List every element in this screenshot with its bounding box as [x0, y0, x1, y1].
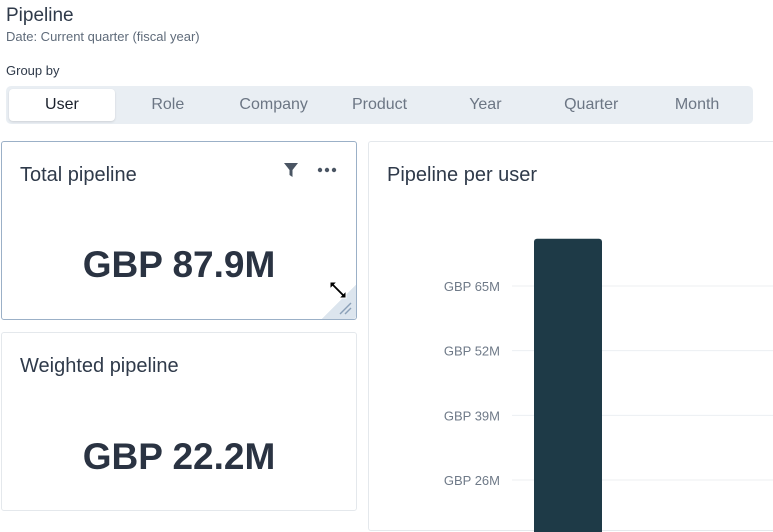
group-by-user[interactable]: User: [9, 89, 115, 121]
filter-icon[interactable]: [280, 160, 302, 180]
y-tick-label: GBP 65M: [444, 279, 500, 294]
group-by-segmented-control: User Role Company Product Year Quarter M…: [6, 86, 753, 124]
group-by-role[interactable]: Role: [151, 96, 185, 113]
group-by-label: Group by: [6, 63, 60, 78]
y-tick-label: GBP 26M: [444, 473, 500, 488]
group-by-year[interactable]: Year: [469, 96, 502, 113]
weighted-pipeline-card[interactable]: Weighted pipeline GBP 22.2M: [1, 332, 357, 511]
total-pipeline-card[interactable]: Total pipeline GBP 87.9M: [1, 141, 357, 320]
weighted-pipeline-value: GBP 22.2M: [82, 436, 276, 477]
pipeline-bar-0[interactable]: [534, 238, 602, 532]
resize-grip-icon: [339, 302, 352, 315]
page-subtitle: Date: Current quarter (fiscal year): [6, 29, 200, 44]
group-by-month[interactable]: Month: [674, 96, 720, 113]
pipeline-per-user-card[interactable]: Pipeline per user GBP 65M GBP 52M GBP 39M G…: [368, 141, 773, 532]
group-by-quarter[interactable]: Quarter: [564, 96, 619, 113]
weighted-pipeline-title: Weighted pipeline: [20, 355, 179, 377]
y-tick-label: GBP 39M: [444, 408, 500, 423]
y-tick-label: GBP 52M: [444, 344, 500, 359]
total-pipeline-title: Total pipeline: [20, 164, 137, 186]
pipeline-chart: GBP 65M GBP 52M GBP 39M GBP 26M: [444, 238, 773, 532]
resize-cursor-icon: [329, 281, 347, 299]
page-title: Pipeline: [6, 5, 74, 26]
more-icon[interactable]: [316, 160, 338, 180]
total-pipeline-value: GBP 87.9M: [82, 244, 276, 285]
group-by-company[interactable]: Company: [239, 96, 308, 113]
group-by-product[interactable]: Product: [351, 96, 408, 113]
pipeline-per-user-title: Pipeline per user: [387, 164, 538, 186]
card-toolbar: [280, 160, 338, 180]
